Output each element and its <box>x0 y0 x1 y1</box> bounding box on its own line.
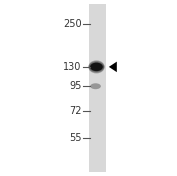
Ellipse shape <box>90 63 103 71</box>
Ellipse shape <box>89 64 104 70</box>
Text: 250: 250 <box>63 19 81 29</box>
Polygon shape <box>109 62 117 72</box>
Ellipse shape <box>90 83 101 89</box>
Ellipse shape <box>89 62 104 71</box>
Ellipse shape <box>89 62 104 72</box>
Text: 95: 95 <box>69 81 81 91</box>
Text: 72: 72 <box>69 106 81 116</box>
Text: 55: 55 <box>69 133 81 143</box>
Ellipse shape <box>88 60 105 73</box>
Ellipse shape <box>88 61 104 73</box>
Ellipse shape <box>89 63 104 71</box>
Bar <box>88 4 106 172</box>
Text: 130: 130 <box>63 62 81 72</box>
